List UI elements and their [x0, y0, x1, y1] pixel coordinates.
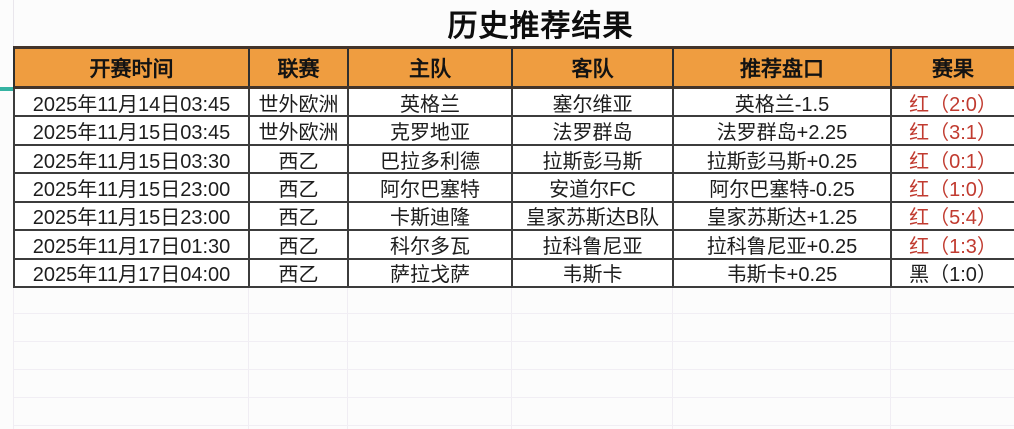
cell-time[interactable]: 2025年11月15日03:30 [15, 145, 250, 173]
cell-home[interactable]: 阿尔巴塞特 [349, 174, 513, 201]
cell-away[interactable]: 拉斯彭马斯 [513, 145, 674, 173]
table-row: 2025年11月14日03:45 世外欧洲 英格兰 塞尔维亚 英格兰-1.5 红… [13, 89, 1014, 118]
cell-time[interactable]: 2025年11月14日03:45 [15, 89, 250, 116]
cell-league[interactable]: 世外欧洲 [250, 117, 349, 144]
empty-gridline-vertical [672, 288, 673, 429]
cell-time[interactable]: 2025年11月17日04:00 [15, 259, 250, 287]
empty-gridline-horizontal [14, 369, 1014, 370]
header-cell-result[interactable]: 赛果 [932, 57, 974, 81]
cell-result[interactable]: 红（0:1） [909, 150, 997, 173]
cell-result[interactable]: 红（3:1） [909, 122, 997, 144]
cell-league[interactable]: 西乙 [250, 231, 349, 258]
cell-away[interactable]: 安道尔FC [513, 174, 674, 201]
table-row: 2025年11月15日03:30 西乙 巴拉多利德 拉斯彭马斯 拉斯彭马斯+0.… [13, 145, 1014, 175]
cell-league[interactable]: 世外欧洲 [250, 89, 349, 116]
cell-handicap[interactable]: 拉斯彭马斯+0.25 [674, 145, 892, 173]
empty-gridline-horizontal [14, 425, 1014, 426]
table-row: 2025年11月17日04:00 西乙 萨拉戈萨 韦斯卡 韦斯卡+0.25 黑（… [13, 259, 1014, 289]
cell-home[interactable]: 克罗地亚 [349, 117, 513, 144]
cell-result[interactable]: 黑（1:0） [909, 264, 997, 287]
cell-home[interactable]: 英格兰 [349, 89, 513, 116]
cell-handicap[interactable]: 法罗群岛+2.25 [674, 117, 892, 144]
cell-time[interactable]: 2025年11月15日23:00 [15, 174, 250, 201]
header-cell-time[interactable]: 开赛时间 [15, 49, 250, 86]
cell-home[interactable]: 卡斯迪隆 [349, 202, 513, 230]
cell-result[interactable]: 红（2:0） [909, 93, 997, 116]
cell-home[interactable]: 萨拉戈萨 [349, 259, 513, 287]
empty-gridline-horizontal [14, 397, 1014, 398]
table-row: 2025年11月17日01:30 西乙 科尔多瓦 拉科鲁尼亚 拉科鲁尼亚+0.2… [13, 231, 1014, 260]
header-cell-league[interactable]: 联赛 [250, 49, 349, 86]
cell-handicap[interactable]: 英格兰-1.5 [674, 89, 892, 116]
empty-gridline-vertical [511, 288, 512, 429]
cell-away[interactable]: 法罗群岛 [513, 117, 674, 144]
cell-home[interactable]: 巴拉多利德 [349, 145, 513, 173]
cell-league[interactable]: 西乙 [250, 202, 349, 230]
empty-gridline-vertical [347, 288, 348, 429]
header-cell-away[interactable]: 客队 [513, 49, 674, 86]
gutter-gridline [13, 0, 14, 46]
cell-handicap[interactable]: 拉科鲁尼亚+0.25 [674, 231, 892, 258]
empty-gridline-horizontal [14, 313, 1014, 314]
cell-handicap[interactable]: 韦斯卡+0.25 [674, 259, 892, 287]
cell-result[interactable]: 红（1:3） [909, 235, 997, 258]
cell-handicap[interactable]: 阿尔巴塞特-0.25 [674, 174, 892, 201]
empty-gridline-vertical [13, 288, 14, 429]
cell-home[interactable]: 科尔多瓦 [349, 231, 513, 258]
header-cell-handicap[interactable]: 推荐盘口 [674, 49, 892, 86]
empty-gridline-horizontal [14, 341, 1014, 342]
table-header-row: 开赛时间 联赛 主队 客队 推荐盘口 赛果 [13, 46, 1014, 89]
cell-result[interactable]: 红（1:0） [909, 179, 997, 201]
cell-away[interactable]: 拉科鲁尼亚 [513, 231, 674, 258]
freeze-indicator [0, 87, 14, 91]
cell-away[interactable]: 皇家苏斯达B队 [513, 202, 674, 230]
table-row: 2025年11月15日23:00 西乙 卡斯迪隆 皇家苏斯达B队 皇家苏斯达+1… [13, 202, 1014, 232]
empty-gridline-vertical [248, 288, 249, 429]
table-row: 2025年11月15日03:45 世外欧洲 克罗地亚 法罗群岛 法罗群岛+2.2… [13, 117, 1014, 146]
sheet-title[interactable]: 历史推荐结果 [447, 10, 634, 43]
cell-handicap[interactable]: 皇家苏斯达+1.25 [674, 202, 892, 230]
cell-league[interactable]: 西乙 [250, 174, 349, 201]
cell-away[interactable]: 塞尔维亚 [513, 89, 674, 116]
cell-result[interactable]: 红（5:4） [909, 207, 997, 230]
results-table: 开赛时间 联赛 主队 客队 推荐盘口 赛果 2025年11月14日03:45 世… [13, 46, 1014, 289]
cell-time[interactable]: 2025年11月15日23:00 [15, 202, 250, 230]
cell-time[interactable]: 2025年11月15日03:45 [15, 117, 250, 144]
cell-league[interactable]: 西乙 [250, 259, 349, 287]
cell-league[interactable]: 西乙 [250, 145, 349, 173]
cell-time[interactable]: 2025年11月17日01:30 [15, 231, 250, 258]
table-row: 2025年11月15日23:00 西乙 阿尔巴塞特 安道尔FC 阿尔巴塞特-0.… [13, 174, 1014, 203]
cell-away[interactable]: 韦斯卡 [513, 259, 674, 287]
empty-gridline-vertical [890, 288, 891, 429]
header-cell-home[interactable]: 主队 [349, 49, 513, 86]
